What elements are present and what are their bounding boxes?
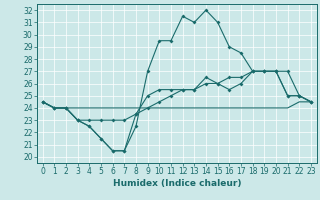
X-axis label: Humidex (Indice chaleur): Humidex (Indice chaleur)	[113, 179, 241, 188]
